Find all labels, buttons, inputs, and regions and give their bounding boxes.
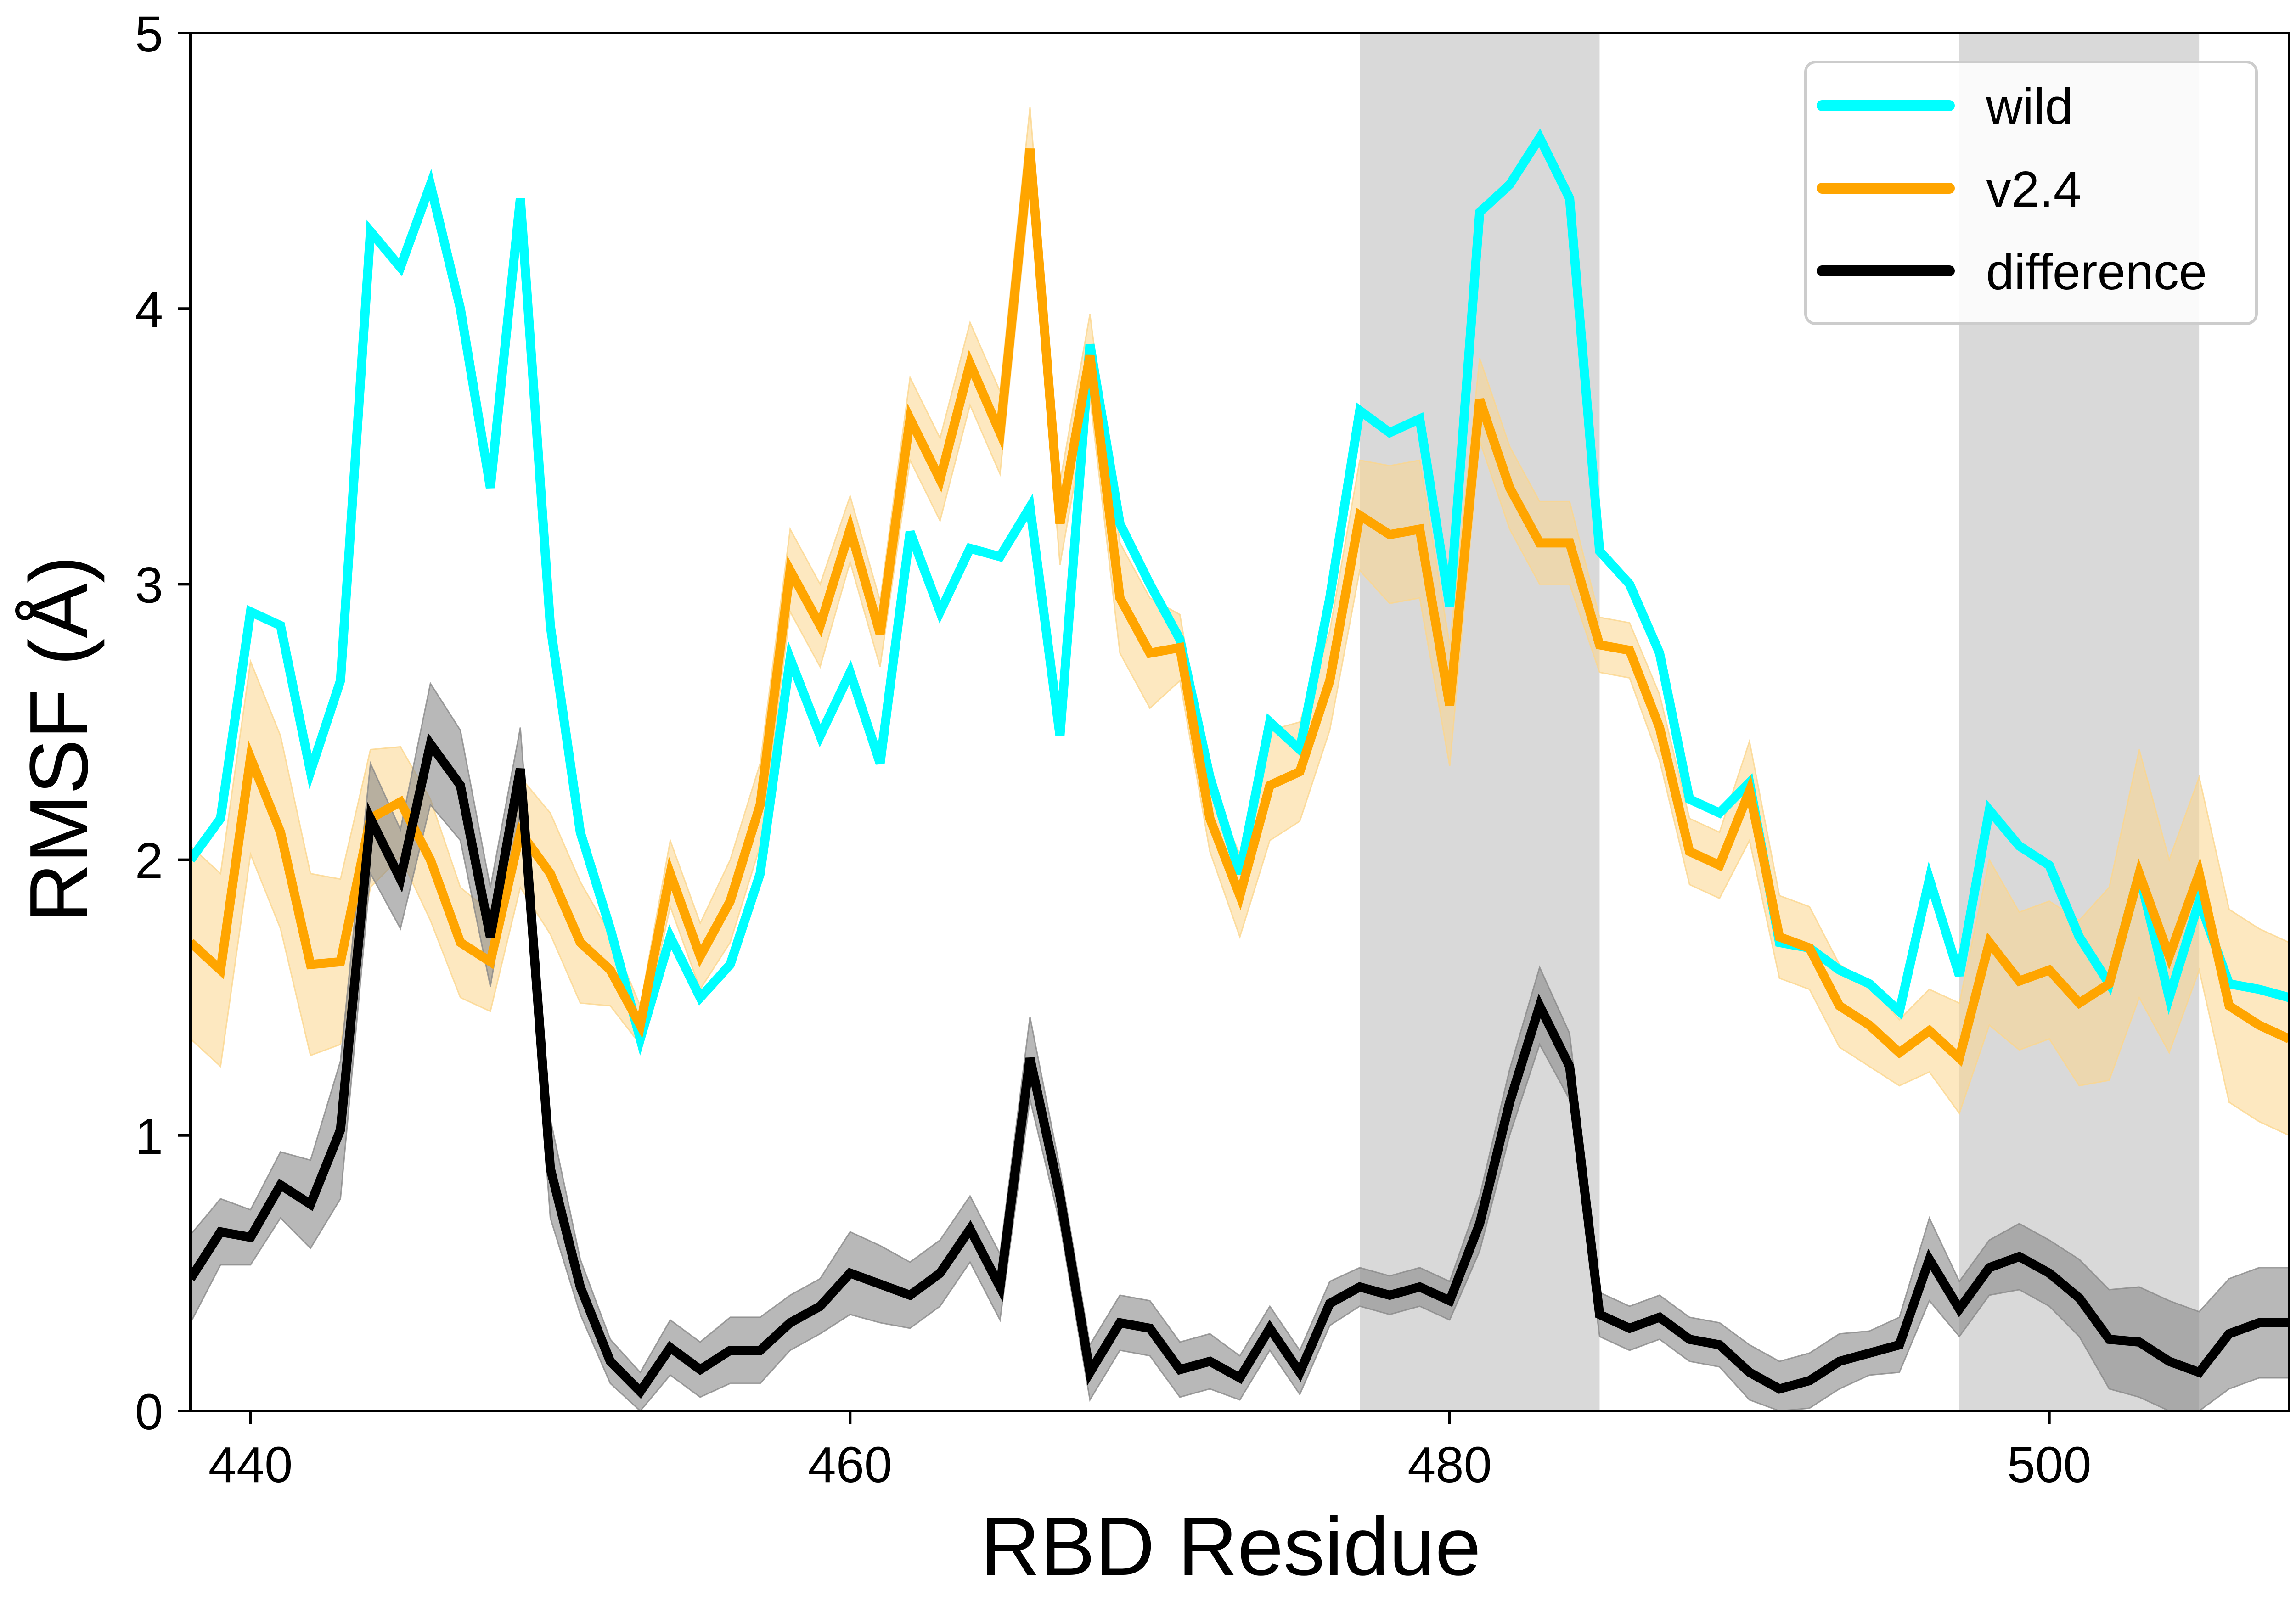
legend: wild v2.4 difference (1804, 61, 2258, 325)
x-axis-ticks: 440 460 480 500 (208, 1411, 2092, 1493)
y-tick-label: 3 (135, 557, 163, 613)
band-difference (191, 681, 2289, 1411)
x-tick-label: 500 (2007, 1437, 2092, 1493)
legend-label-v2-4: v2.4 (1986, 161, 2082, 218)
y-tick-label: 2 (135, 833, 163, 889)
plot-area-frame (189, 32, 2290, 1412)
y-axis-ticks: 0 1 2 3 4 5 (135, 6, 191, 1440)
y-tick-label: 1 (135, 1108, 163, 1165)
y-tick-label: 5 (135, 6, 163, 62)
legend-label-difference: difference (1986, 244, 2207, 300)
x-tick-label: 460 (808, 1437, 893, 1493)
line-v2-4 (191, 148, 2289, 1067)
x-axis-title: RBD Residue (980, 1500, 1481, 1593)
y-axis-title: RMSF (Å) (13, 556, 105, 923)
x-tick-label: 440 (208, 1437, 293, 1493)
legend-label-wild: wild (1986, 79, 2073, 135)
line-wild (191, 128, 2289, 1056)
y-tick-label: 0 (135, 1384, 163, 1440)
line-difference (191, 733, 2289, 1399)
y-tick-label: 4 (135, 281, 163, 338)
legend-box (1804, 61, 2258, 325)
x-tick-label: 480 (1407, 1437, 1492, 1493)
series-lines (191, 128, 2289, 1399)
